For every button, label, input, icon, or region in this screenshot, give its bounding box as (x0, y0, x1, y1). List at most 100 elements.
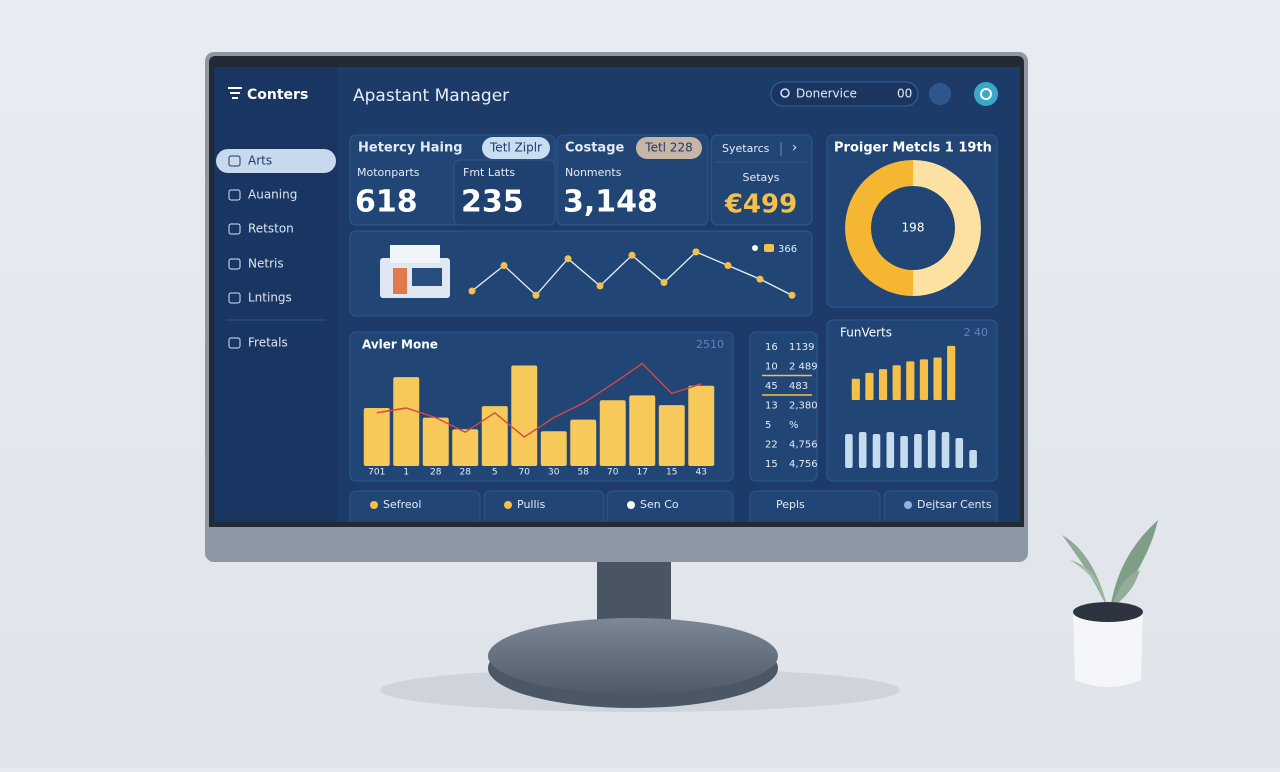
badge (482, 137, 550, 159)
nav-icon (228, 223, 241, 235)
line-point (660, 279, 668, 286)
chart-title: Avler Mone (362, 338, 438, 352)
badge (636, 137, 702, 159)
donut-center: 198 (902, 221, 925, 235)
metric-label: Fmt Latts (463, 166, 515, 179)
footer-dot (627, 501, 635, 509)
nav-icon (228, 292, 241, 304)
line-point (532, 291, 540, 299)
badge-text: Tetl Ziplr (489, 141, 542, 155)
footer-label: Pepls (776, 498, 805, 511)
illustration (390, 245, 440, 263)
table-cell: 22 (765, 440, 778, 451)
bar (422, 417, 449, 466)
search-icon (780, 88, 790, 98)
bar (629, 395, 656, 466)
plant-pot (1073, 612, 1143, 687)
monitor-chin (209, 523, 1024, 560)
footer-label: Dejtsar Cents (917, 498, 992, 511)
metric-value: 235 (461, 185, 524, 220)
metric-label: Nonments (565, 166, 622, 179)
table-cell: 2,380 (789, 401, 818, 412)
line-point (564, 255, 572, 263)
badge-text: Tetl 228 (644, 141, 692, 155)
metric-value: 3,148 (563, 185, 658, 220)
footer-dot (904, 501, 912, 509)
bar (969, 450, 977, 468)
chart-subtitle: 2510 (696, 338, 724, 351)
legend-dot (752, 245, 758, 251)
monitor-bezel-bottom (209, 522, 1024, 527)
card-title: Hetercy Haing (358, 141, 463, 156)
legend-swatch (764, 244, 774, 252)
table-cell: 15 (765, 459, 778, 470)
chart-title: FunVerts (840, 326, 892, 340)
bar (452, 429, 479, 466)
nav-item[interactable]: Fretals (248, 336, 288, 350)
x-tick-label: 43 (696, 468, 707, 478)
bar (872, 434, 881, 468)
x-tick-label: 30 (548, 468, 560, 478)
sidebar (214, 67, 338, 523)
nav-icon (228, 189, 241, 201)
illustration (393, 268, 407, 294)
x-tick-label: 70 (607, 468, 619, 478)
search-text: Donervice (796, 87, 857, 101)
leaf (1112, 570, 1140, 608)
monitor-base (488, 618, 778, 694)
bar (865, 372, 874, 400)
nav-item[interactable]: Arts (248, 154, 272, 168)
x-tick-label: 28 (460, 468, 472, 478)
nav-item[interactable]: Auaning (248, 188, 297, 202)
line-point (756, 275, 764, 283)
x-tick-label: 701 (368, 468, 385, 478)
table-cell: 483 (789, 381, 808, 392)
nav-icon (228, 155, 241, 167)
nav-icon (228, 258, 241, 270)
bar (570, 419, 597, 466)
x-tick-label: 1 (403, 468, 409, 478)
table-cell: % (789, 420, 799, 431)
line-point (788, 291, 796, 299)
panel (710, 134, 813, 226)
card-title: Syetarcs (722, 142, 770, 155)
chart-title: Proiger Metcls 1 19th (834, 141, 992, 156)
table-cell: 2 489 (789, 362, 818, 373)
page-title: Apastant Manager (353, 86, 509, 106)
icon-button[interactable] (974, 82, 998, 106)
bar (886, 432, 895, 468)
brand: Conters (247, 87, 308, 103)
nav-item[interactable]: Lntings (248, 291, 292, 305)
chart-subtitle: 2 40 (964, 326, 989, 339)
bar (933, 357, 942, 400)
bar (927, 430, 936, 468)
bar (914, 434, 922, 468)
legend-label: 366 (778, 244, 797, 255)
plant-soil (1073, 602, 1143, 622)
bar (858, 432, 867, 468)
donut-segment (913, 160, 981, 296)
nav-icon (228, 337, 241, 349)
bar (599, 400, 626, 466)
nav-item[interactable]: Netris (248, 257, 284, 271)
panel (453, 159, 556, 226)
panel (749, 331, 818, 482)
line-point (596, 282, 604, 290)
metric-value: 618 (355, 185, 418, 220)
table-cell: 5 (765, 420, 771, 431)
leaf (1070, 560, 1106, 608)
search-box[interactable] (770, 81, 919, 107)
bar (919, 359, 929, 400)
bar (393, 377, 420, 466)
nav-active (216, 149, 336, 173)
bar (941, 432, 950, 468)
icon-button[interactable] (929, 83, 951, 105)
table-cell: 16 (765, 342, 778, 353)
bar (658, 405, 685, 466)
nav-item[interactable]: Retston (248, 222, 294, 236)
table-cell: 13 (765, 401, 778, 412)
bar (892, 365, 901, 400)
table-cell: 4,756 (789, 440, 818, 451)
bar (845, 434, 853, 468)
